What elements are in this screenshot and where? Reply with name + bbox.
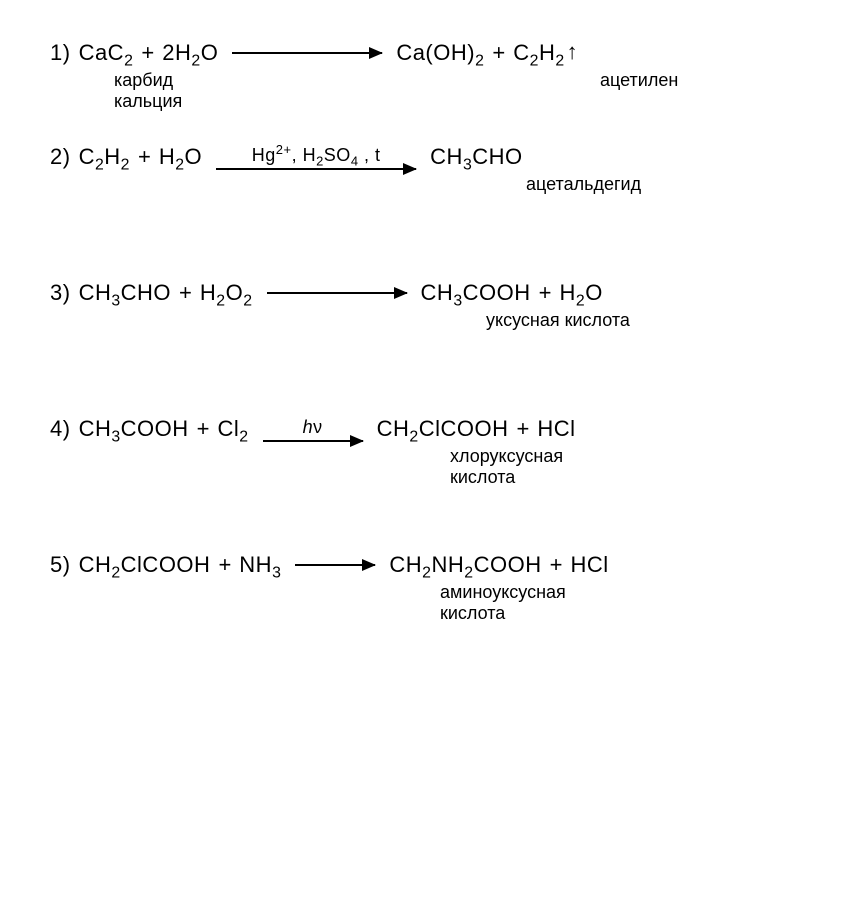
formula-ch2clcooh: CH2ClCOOH	[377, 416, 509, 442]
formula-ch2clcooh: CH2ClCOOH	[79, 552, 211, 578]
reaction-5: 5) CH2ClCOOH + NH3 CH2NH2COOH + HCl амин…	[50, 552, 810, 578]
reaction-2: 2) C2H2 + H2O Hg2+, H2SO4 , t CH3CHO аце…	[50, 144, 810, 170]
arrow	[232, 52, 382, 54]
label-acetaldehyde: ацетальдегид	[526, 174, 641, 195]
formula-h2o: H2O	[560, 280, 603, 306]
plus-sign: +	[179, 280, 192, 306]
reaction-number: 4)	[50, 416, 71, 442]
label-chloroacetic: хлоруксуснаякислота	[450, 446, 563, 488]
formula-2h2o: 2H2O	[162, 40, 218, 66]
reaction-1: 1) CaC2 + 2H2O Ca(OH)2 + C2H2↑ карбидкал…	[50, 40, 810, 66]
reaction-4: 4) CH3COOH + Cl2 hν CH2ClCOOH + HCl хлор…	[50, 416, 810, 442]
reaction-number: 5)	[50, 552, 71, 578]
plus-sign: +	[550, 552, 563, 578]
arrow: Hg2+, H2SO4 , t	[216, 145, 416, 170]
formula-caoh2: Ca(OH)2	[396, 40, 484, 66]
reaction-number: 2)	[50, 144, 71, 170]
plus-sign: +	[218, 552, 231, 578]
arrow-condition: Hg2+, H2SO4 , t	[252, 145, 381, 166]
reaction-line: 2) C2H2 + H2O Hg2+, H2SO4 , t CH3CHO	[50, 144, 810, 170]
formula-ch3cooh: CH3COOH	[79, 416, 189, 442]
formula-nh3: NH3	[239, 552, 281, 578]
arrow: hν	[263, 417, 363, 442]
label-aminoacetic: аминоуксуснаякислота	[440, 582, 566, 624]
plus-sign: +	[141, 40, 154, 66]
plus-sign: +	[539, 280, 552, 306]
label-acetylene: ацетилен	[600, 70, 678, 91]
formula-h2o2: H2O2	[200, 280, 253, 306]
formula-h2o: H2O	[159, 144, 202, 170]
formula-ch3cho: CH3CHO	[430, 144, 522, 170]
reaction-line: 3) CH3CHO + H2O2 CH3COOH + H2O	[50, 280, 810, 306]
reaction-number: 1)	[50, 40, 71, 66]
reaction-3: 3) CH3CHO + H2O2 CH3COOH + H2O уксусная …	[50, 280, 810, 306]
arrow	[295, 564, 375, 566]
label-acetic: уксусная кислота	[486, 310, 630, 331]
formula-c2h2: C2H2	[79, 144, 130, 170]
reaction-line: 5) CH2ClCOOH + NH3 CH2NH2COOH + HCl	[50, 552, 810, 578]
formula-c2h2: C2H2↑	[513, 40, 578, 66]
plus-sign: +	[516, 416, 529, 442]
arrow-condition: hν	[303, 417, 323, 438]
formula-ch2nh2cooh: CH2NH2COOH	[389, 552, 541, 578]
formula-hcl: HCl	[537, 416, 575, 442]
label-carbide: карбидкальция	[114, 70, 182, 112]
formula-hcl: HCl	[570, 552, 608, 578]
formula-ch3cooh: CH3COOH	[421, 280, 531, 306]
formula-ch3cho: CH3CHO	[79, 280, 171, 306]
arrow	[267, 292, 407, 294]
plus-sign: +	[197, 416, 210, 442]
formula-cac2: CaC2	[79, 40, 134, 66]
reaction-line: 4) CH3COOH + Cl2 hν CH2ClCOOH + HCl	[50, 416, 810, 442]
plus-sign: +	[138, 144, 151, 170]
gas-arrow-icon: ↑	[567, 39, 579, 65]
reaction-number: 3)	[50, 280, 71, 306]
formula-cl2: Cl2	[218, 416, 249, 442]
reaction-line: 1) CaC2 + 2H2O Ca(OH)2 + C2H2↑	[50, 40, 810, 66]
plus-sign: +	[492, 40, 505, 66]
